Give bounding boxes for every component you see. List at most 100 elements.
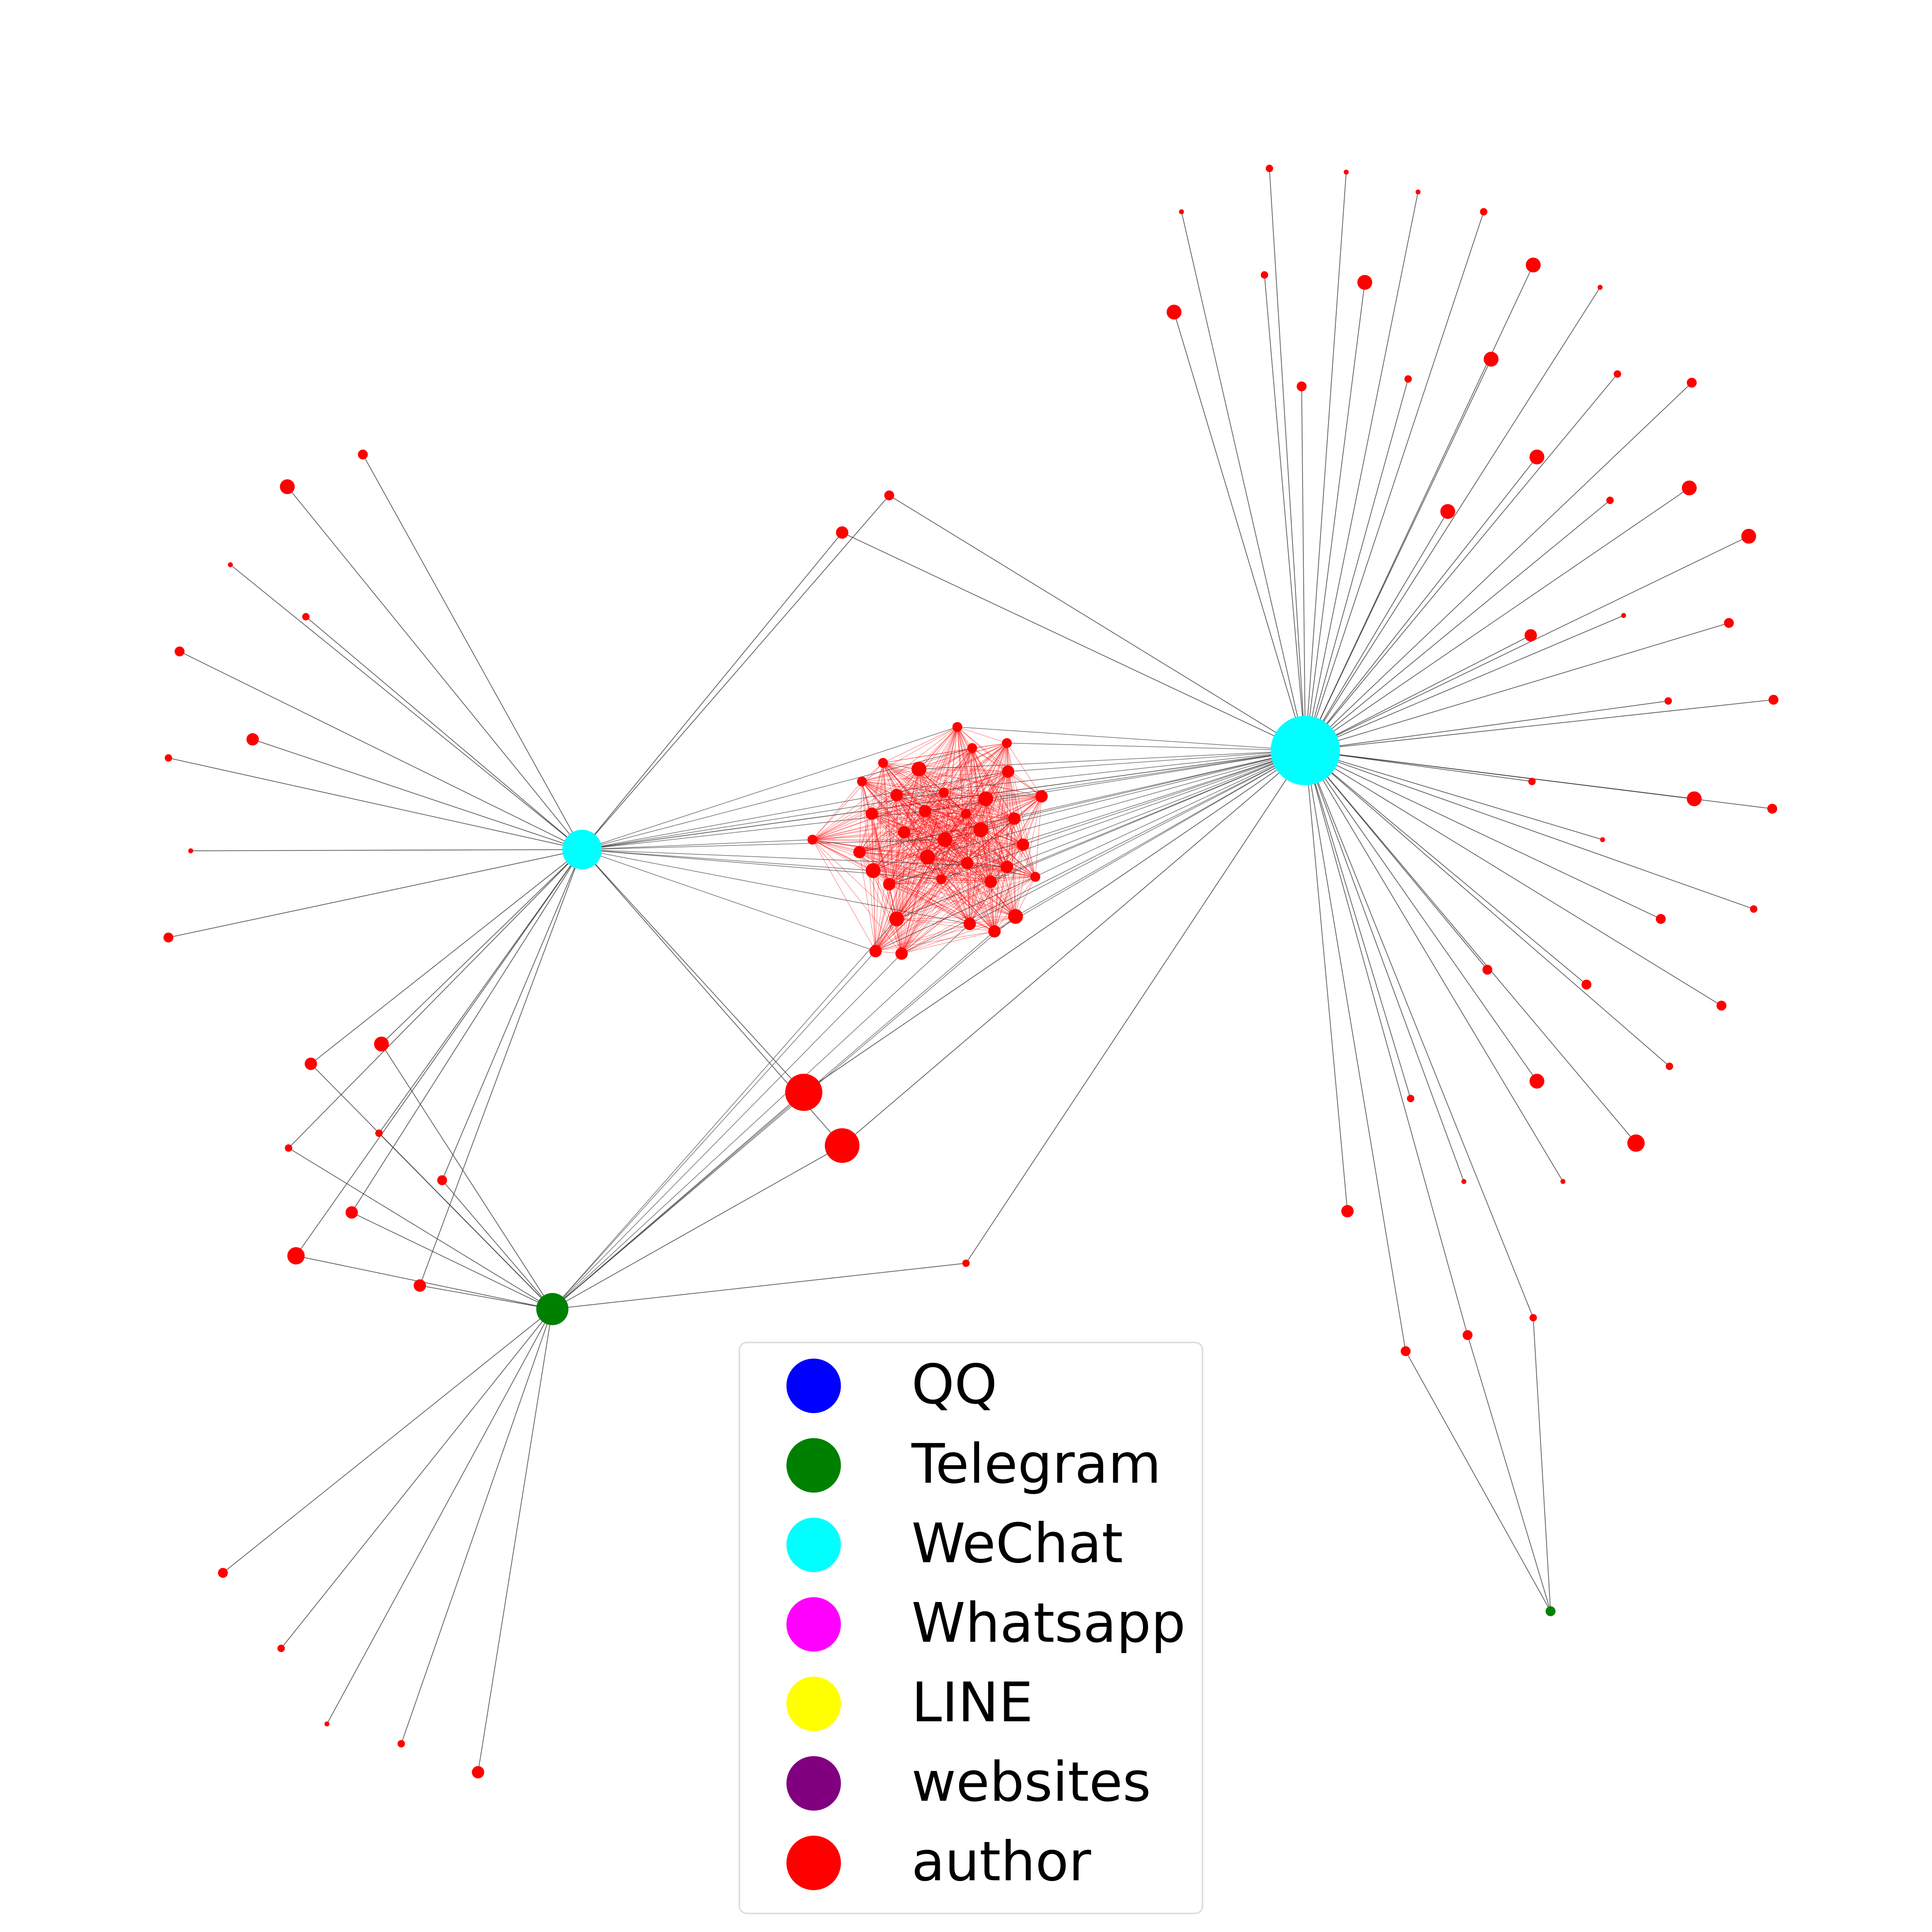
edge bbox=[896, 879, 942, 919]
edge bbox=[919, 743, 1007, 769]
edge bbox=[351, 1212, 553, 1310]
edge bbox=[812, 839, 1023, 845]
edge bbox=[889, 771, 1009, 884]
node bbox=[1664, 697, 1672, 705]
edge bbox=[1305, 750, 1670, 1067]
edge bbox=[918, 748, 973, 769]
node bbox=[1270, 716, 1340, 786]
node bbox=[1597, 285, 1603, 290]
edge bbox=[889, 866, 1007, 885]
edge bbox=[862, 743, 1007, 782]
edge bbox=[873, 870, 941, 880]
node bbox=[302, 613, 310, 621]
edge bbox=[1305, 750, 1537, 1082]
edge bbox=[896, 863, 968, 919]
edge bbox=[552, 951, 876, 1310]
edge bbox=[1015, 796, 1042, 917]
edge bbox=[889, 495, 1306, 751]
node bbox=[1265, 165, 1273, 172]
edge bbox=[990, 743, 1007, 882]
edge bbox=[969, 916, 1016, 924]
legend-label: author bbox=[912, 1830, 1091, 1893]
node bbox=[1480, 208, 1488, 216]
legend-label: LINE bbox=[912, 1671, 1033, 1735]
edge bbox=[969, 750, 1306, 924]
edge bbox=[552, 923, 970, 1310]
node bbox=[1682, 480, 1697, 496]
node bbox=[978, 791, 993, 806]
edge bbox=[362, 454, 583, 850]
edge bbox=[582, 849, 804, 1093]
node bbox=[1002, 765, 1014, 778]
edge bbox=[1305, 359, 1492, 751]
edge bbox=[883, 762, 1042, 797]
node bbox=[1357, 275, 1372, 290]
edge bbox=[1305, 750, 1406, 1351]
edge bbox=[1022, 796, 1042, 845]
edge bbox=[994, 818, 1015, 932]
node bbox=[358, 449, 368, 460]
node bbox=[1008, 909, 1023, 924]
node bbox=[866, 807, 878, 820]
edge bbox=[896, 748, 973, 796]
node bbox=[1716, 1000, 1726, 1011]
edge bbox=[812, 832, 904, 840]
edge bbox=[1305, 699, 1774, 751]
edge bbox=[1305, 488, 1690, 751]
edge bbox=[1181, 211, 1306, 751]
node bbox=[1528, 777, 1536, 786]
edge bbox=[896, 750, 1306, 796]
edge bbox=[1305, 287, 1600, 751]
edge bbox=[1007, 743, 1036, 877]
node bbox=[883, 878, 896, 891]
edge bbox=[941, 830, 981, 880]
edge bbox=[281, 1309, 553, 1649]
node bbox=[836, 526, 849, 539]
node bbox=[163, 932, 173, 943]
edge bbox=[969, 881, 991, 924]
edge bbox=[901, 818, 1015, 954]
edge bbox=[1305, 374, 1618, 751]
edge bbox=[582, 849, 941, 880]
node bbox=[287, 1247, 305, 1265]
node bbox=[397, 1740, 405, 1748]
edge bbox=[552, 953, 902, 1310]
edge bbox=[981, 829, 1023, 845]
edge bbox=[1405, 1351, 1551, 1612]
edge bbox=[1305, 511, 1448, 751]
edge bbox=[967, 863, 1007, 867]
edge bbox=[889, 879, 941, 885]
edge bbox=[896, 726, 958, 796]
node bbox=[919, 805, 932, 818]
edge bbox=[901, 931, 995, 954]
edge bbox=[986, 796, 1042, 799]
edge bbox=[1305, 172, 1347, 751]
legend-marker bbox=[786, 1359, 841, 1413]
node bbox=[1529, 1073, 1544, 1089]
edge bbox=[944, 839, 970, 924]
edge bbox=[1015, 750, 1306, 917]
node bbox=[1524, 629, 1537, 642]
edge bbox=[859, 852, 928, 857]
edge bbox=[1007, 750, 1306, 867]
edge bbox=[1305, 382, 1692, 751]
edge bbox=[967, 863, 970, 924]
node bbox=[785, 1073, 823, 1111]
edge bbox=[941, 743, 1007, 879]
edge bbox=[927, 750, 1306, 857]
edge bbox=[872, 748, 973, 814]
edge bbox=[896, 857, 928, 919]
edge bbox=[1269, 168, 1306, 751]
edge bbox=[941, 750, 1306, 880]
edge bbox=[582, 839, 945, 850]
node bbox=[437, 1175, 447, 1185]
edge bbox=[803, 750, 1306, 1093]
edge bbox=[941, 813, 966, 879]
edge bbox=[859, 829, 981, 852]
edge bbox=[927, 857, 1036, 877]
node bbox=[1260, 271, 1269, 279]
edge bbox=[381, 849, 583, 1044]
edge bbox=[901, 863, 968, 954]
edge bbox=[287, 486, 583, 850]
